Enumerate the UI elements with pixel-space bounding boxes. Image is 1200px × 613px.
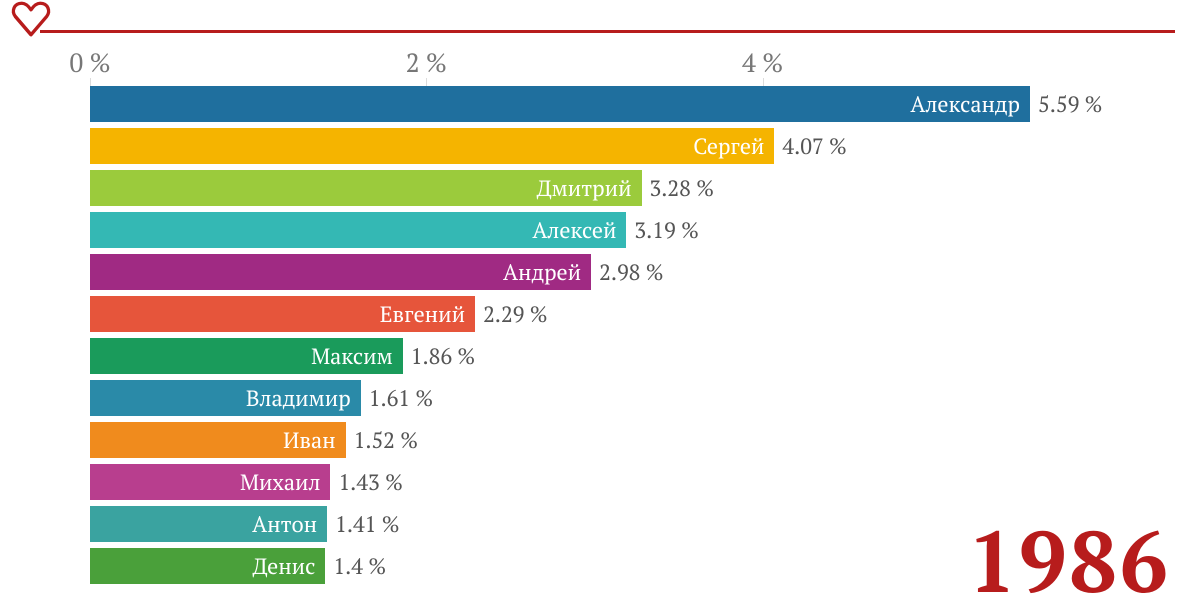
- bar-value-label: 2.29 %: [475, 296, 547, 332]
- bar-value-label: 4.07 %: [774, 128, 846, 164]
- bar: Максим: [90, 338, 403, 374]
- bar-row: Александр 5.59 %: [90, 86, 1150, 122]
- bar-name-label: Владимир: [246, 384, 351, 413]
- bar: Алексей: [90, 212, 626, 248]
- bar: Александр: [90, 86, 1030, 122]
- bar-row: Михаил 1.43 %: [90, 464, 1150, 500]
- axis-tick-label: 0 %: [69, 46, 110, 80]
- bar-value-label: 1.52 %: [346, 422, 418, 458]
- bar-value-label: 5.59 %: [1030, 86, 1102, 122]
- bar: Иван: [90, 422, 346, 458]
- axis-tick-label: 2 %: [406, 46, 447, 80]
- x-axis-labels: 0 %2 %4 %: [90, 46, 1150, 76]
- bar-value-label: 1.43 %: [330, 464, 402, 500]
- bar-name-label: Сергей: [693, 132, 764, 161]
- bar-name-label: Дмитрий: [537, 174, 632, 203]
- bar: Евгений: [90, 296, 475, 332]
- bar-value-label: 1.4 %: [325, 548, 386, 584]
- logo-heart-icon: [10, 0, 52, 40]
- bar-value-label: 1.86 %: [403, 338, 475, 374]
- bar: Дмитрий: [90, 170, 642, 206]
- bar-row: Иван 1.52 %: [90, 422, 1150, 458]
- axis-tick-label: 4 %: [742, 46, 783, 80]
- bar: Денис: [90, 548, 325, 584]
- bar-name-label: Михаил: [240, 468, 320, 497]
- year-label: 1986: [968, 517, 1170, 603]
- bar-row: Сергей 4.07 %: [90, 128, 1150, 164]
- bar-value-label: 1.41 %: [327, 506, 399, 542]
- bar-name-label: Александр: [910, 90, 1020, 119]
- top-separator-rule: [40, 30, 1175, 33]
- bar-value-label: 3.28 %: [642, 170, 714, 206]
- bar-row: Максим 1.86 %: [90, 338, 1150, 374]
- bar-value-label: 2.98 %: [591, 254, 663, 290]
- bar-value-label: 3.19 %: [626, 212, 698, 248]
- bar-name-label: Андрей: [503, 258, 581, 287]
- bar-row: Владимир 1.61 %: [90, 380, 1150, 416]
- bar: Владимир: [90, 380, 361, 416]
- chart-canvas: 0 %2 %4 % Александр5.59 %Сергей4.07 %Дми…: [0, 0, 1200, 613]
- bar-name-label: Денис: [252, 552, 315, 581]
- bar-row: Алексей 3.19 %: [90, 212, 1150, 248]
- bar-name-label: Антон: [252, 510, 317, 539]
- bar: Антон: [90, 506, 327, 542]
- bar-value-label: 1.61 %: [361, 380, 433, 416]
- bar-name-label: Максим: [311, 342, 393, 371]
- bar: Михаил: [90, 464, 330, 500]
- bar: Сергей: [90, 128, 774, 164]
- bar-row: Дмитрий 3.28 %: [90, 170, 1150, 206]
- bar: Андрей: [90, 254, 591, 290]
- bar-name-label: Алексей: [532, 216, 616, 245]
- bar-name-label: Иван: [283, 426, 335, 455]
- bar-row: Андрей 2.98 %: [90, 254, 1150, 290]
- bar-name-label: Евгений: [380, 300, 465, 329]
- bar-row: Евгений 2.29 %: [90, 296, 1150, 332]
